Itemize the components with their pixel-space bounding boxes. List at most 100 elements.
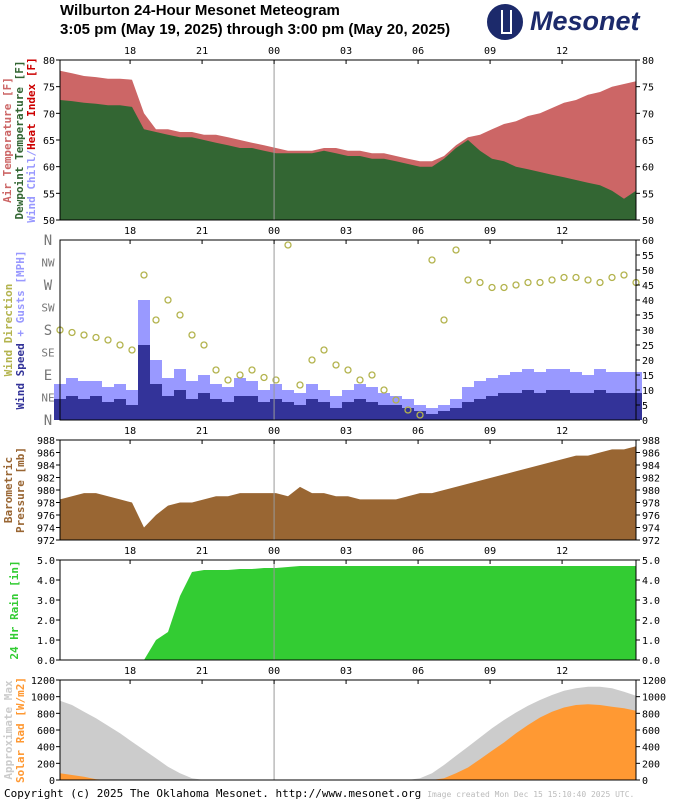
- right-y-tick-label: 50: [642, 266, 654, 277]
- right-y-tick-label: 0: [642, 416, 648, 427]
- direction-tick-label: W: [44, 278, 53, 294]
- direction-tick-label: N: [44, 233, 52, 249]
- y-axis-label-part: Wind Speed: [14, 343, 27, 409]
- right-y-tick-label: 20: [642, 356, 654, 367]
- wind-direction-point: [308, 356, 316, 364]
- wind-direction-point: [524, 278, 532, 287]
- footer: Copyright (c) 2025 The Oklahoma Mesonet.…: [4, 788, 634, 800]
- direction-tick-label: SE: [41, 347, 54, 360]
- right-y-tick-label: 25: [642, 341, 654, 352]
- mesonet-logo[interactable]: Mesonet: [485, 4, 660, 42]
- wind-speed-bar: [378, 405, 390, 420]
- dewpoint-area: [60, 100, 636, 220]
- pressure-area: [60, 446, 636, 540]
- wind-speed-bar: [450, 408, 462, 420]
- y-axis-label: Approximate Max: [2, 680, 15, 780]
- x-tick-label: 00: [268, 226, 280, 237]
- wind-speed-bar: [162, 396, 174, 420]
- x-tick-label: 03: [340, 666, 352, 677]
- x-tick-label: 18: [124, 226, 136, 237]
- right-y-tick-label: 60: [642, 236, 654, 247]
- x-tick-label: 18: [124, 666, 136, 677]
- right-y-tick-label: 70: [642, 109, 654, 120]
- x-tick-label: 09: [484, 546, 496, 557]
- y-axis-label-part: Wind Chill/: [25, 150, 38, 223]
- wind-direction-point: [248, 366, 256, 374]
- copyright-text: Copyright (c) 2025 The Oklahoma Mesonet.…: [4, 787, 422, 800]
- wind-direction-point: [596, 278, 604, 287]
- wind-direction-point: [488, 283, 496, 292]
- rain-area: [60, 566, 636, 660]
- left-y-tick-label: 972: [37, 536, 55, 547]
- left-y-tick-label: 978: [37, 499, 55, 510]
- right-y-tick-label: 1000: [642, 693, 666, 704]
- wind-speed-bar: [426, 414, 438, 420]
- left-y-tick-label: 0.0: [37, 656, 55, 667]
- wind-speed-bar: [114, 399, 126, 420]
- x-tick-label: 18: [124, 46, 136, 57]
- wind-speed-bar: [582, 393, 594, 420]
- right-y-tick-label: 986: [642, 449, 660, 460]
- x-tick-label: 00: [268, 666, 280, 677]
- x-tick-label: 21: [196, 546, 208, 557]
- y-axis-label-part: Solar Rad [W/m2]: [14, 677, 27, 783]
- left-y-tick-label: 0: [49, 776, 55, 787]
- wind-speed-bar: [354, 399, 366, 420]
- wind-speed-bar: [306, 399, 318, 420]
- wind-speed-bar: [258, 402, 270, 420]
- right-y-tick-label: 0: [642, 776, 648, 787]
- wind-direction-point: [500, 283, 508, 292]
- left-y-tick-label: 50: [43, 216, 55, 227]
- wind-direction-point: [188, 331, 196, 339]
- wind-speed-bar: [270, 399, 282, 420]
- right-y-tick-label: 30: [642, 326, 654, 337]
- x-tick-label: 03: [340, 226, 352, 237]
- left-y-tick-label: 982: [37, 474, 55, 485]
- right-y-tick-label: 988: [642, 436, 660, 447]
- right-y-tick-label: 55: [642, 189, 654, 200]
- wind-speed-bar: [402, 408, 414, 420]
- wind-direction-point: [140, 271, 148, 279]
- wind-speed-bar: [102, 402, 114, 420]
- wind-speed-bar: [474, 399, 486, 420]
- wind-speed-bar: [546, 390, 558, 420]
- wind-speed-bar: [330, 408, 342, 420]
- left-y-tick-label: 2.0: [37, 616, 55, 627]
- wind-direction-point: [320, 346, 328, 354]
- wind-direction-point: [440, 316, 448, 324]
- right-y-tick-label: 980: [642, 486, 660, 497]
- wind-direction-point: [200, 341, 208, 349]
- right-y-tick-label: 35: [642, 311, 654, 322]
- y-axis-label: Wind Chill/Heat Index [F]: [25, 57, 38, 223]
- left-y-tick-label: 1200: [31, 676, 55, 687]
- x-tick-label: 00: [268, 546, 280, 557]
- right-y-tick-label: 55: [642, 251, 654, 262]
- x-tick-label: 06: [412, 426, 424, 437]
- x-tick-label: 03: [340, 546, 352, 557]
- x-tick-label: 21: [196, 666, 208, 677]
- x-tick-label: 12: [556, 666, 568, 677]
- y-axis-label-part: Air Temperature [F]: [1, 77, 14, 203]
- wind-direction-point: [572, 273, 580, 282]
- y-axis-label-part: Approximate Max: [2, 680, 15, 780]
- wind-direction-point: [284, 241, 292, 249]
- y-axis-label: Barometric: [2, 457, 15, 523]
- wind-speed-bar: [606, 393, 618, 420]
- wind-direction-point: [332, 361, 340, 369]
- wind-speed-bar: [210, 399, 222, 420]
- wind-direction-point: [92, 333, 100, 342]
- y-axis-label: Wind Speed + Gusts [MPH]: [14, 251, 27, 410]
- wind-direction-point: [224, 376, 232, 384]
- chart-title: Wilburton 24-Hour Mesonet Meteogram: [60, 2, 340, 19]
- right-y-tick-label: 4.0: [642, 576, 660, 587]
- wind-speed-bar: [66, 396, 78, 420]
- right-y-tick-label: 972: [642, 536, 660, 547]
- image-created-text: Image created Mon Dec 15 15:10:40 2025 U…: [427, 790, 635, 799]
- y-axis-label-part: Heat Index [F]: [25, 57, 38, 150]
- right-y-tick-label: 50: [642, 216, 654, 227]
- right-y-tick-label: 600: [642, 726, 660, 737]
- y-axis-label-part: + Gusts [MPH]: [14, 251, 27, 344]
- y-axis-label-group: Approximate Max Solar Rad [W/m2]: [2, 677, 27, 783]
- wind-speed-bar: [198, 393, 210, 420]
